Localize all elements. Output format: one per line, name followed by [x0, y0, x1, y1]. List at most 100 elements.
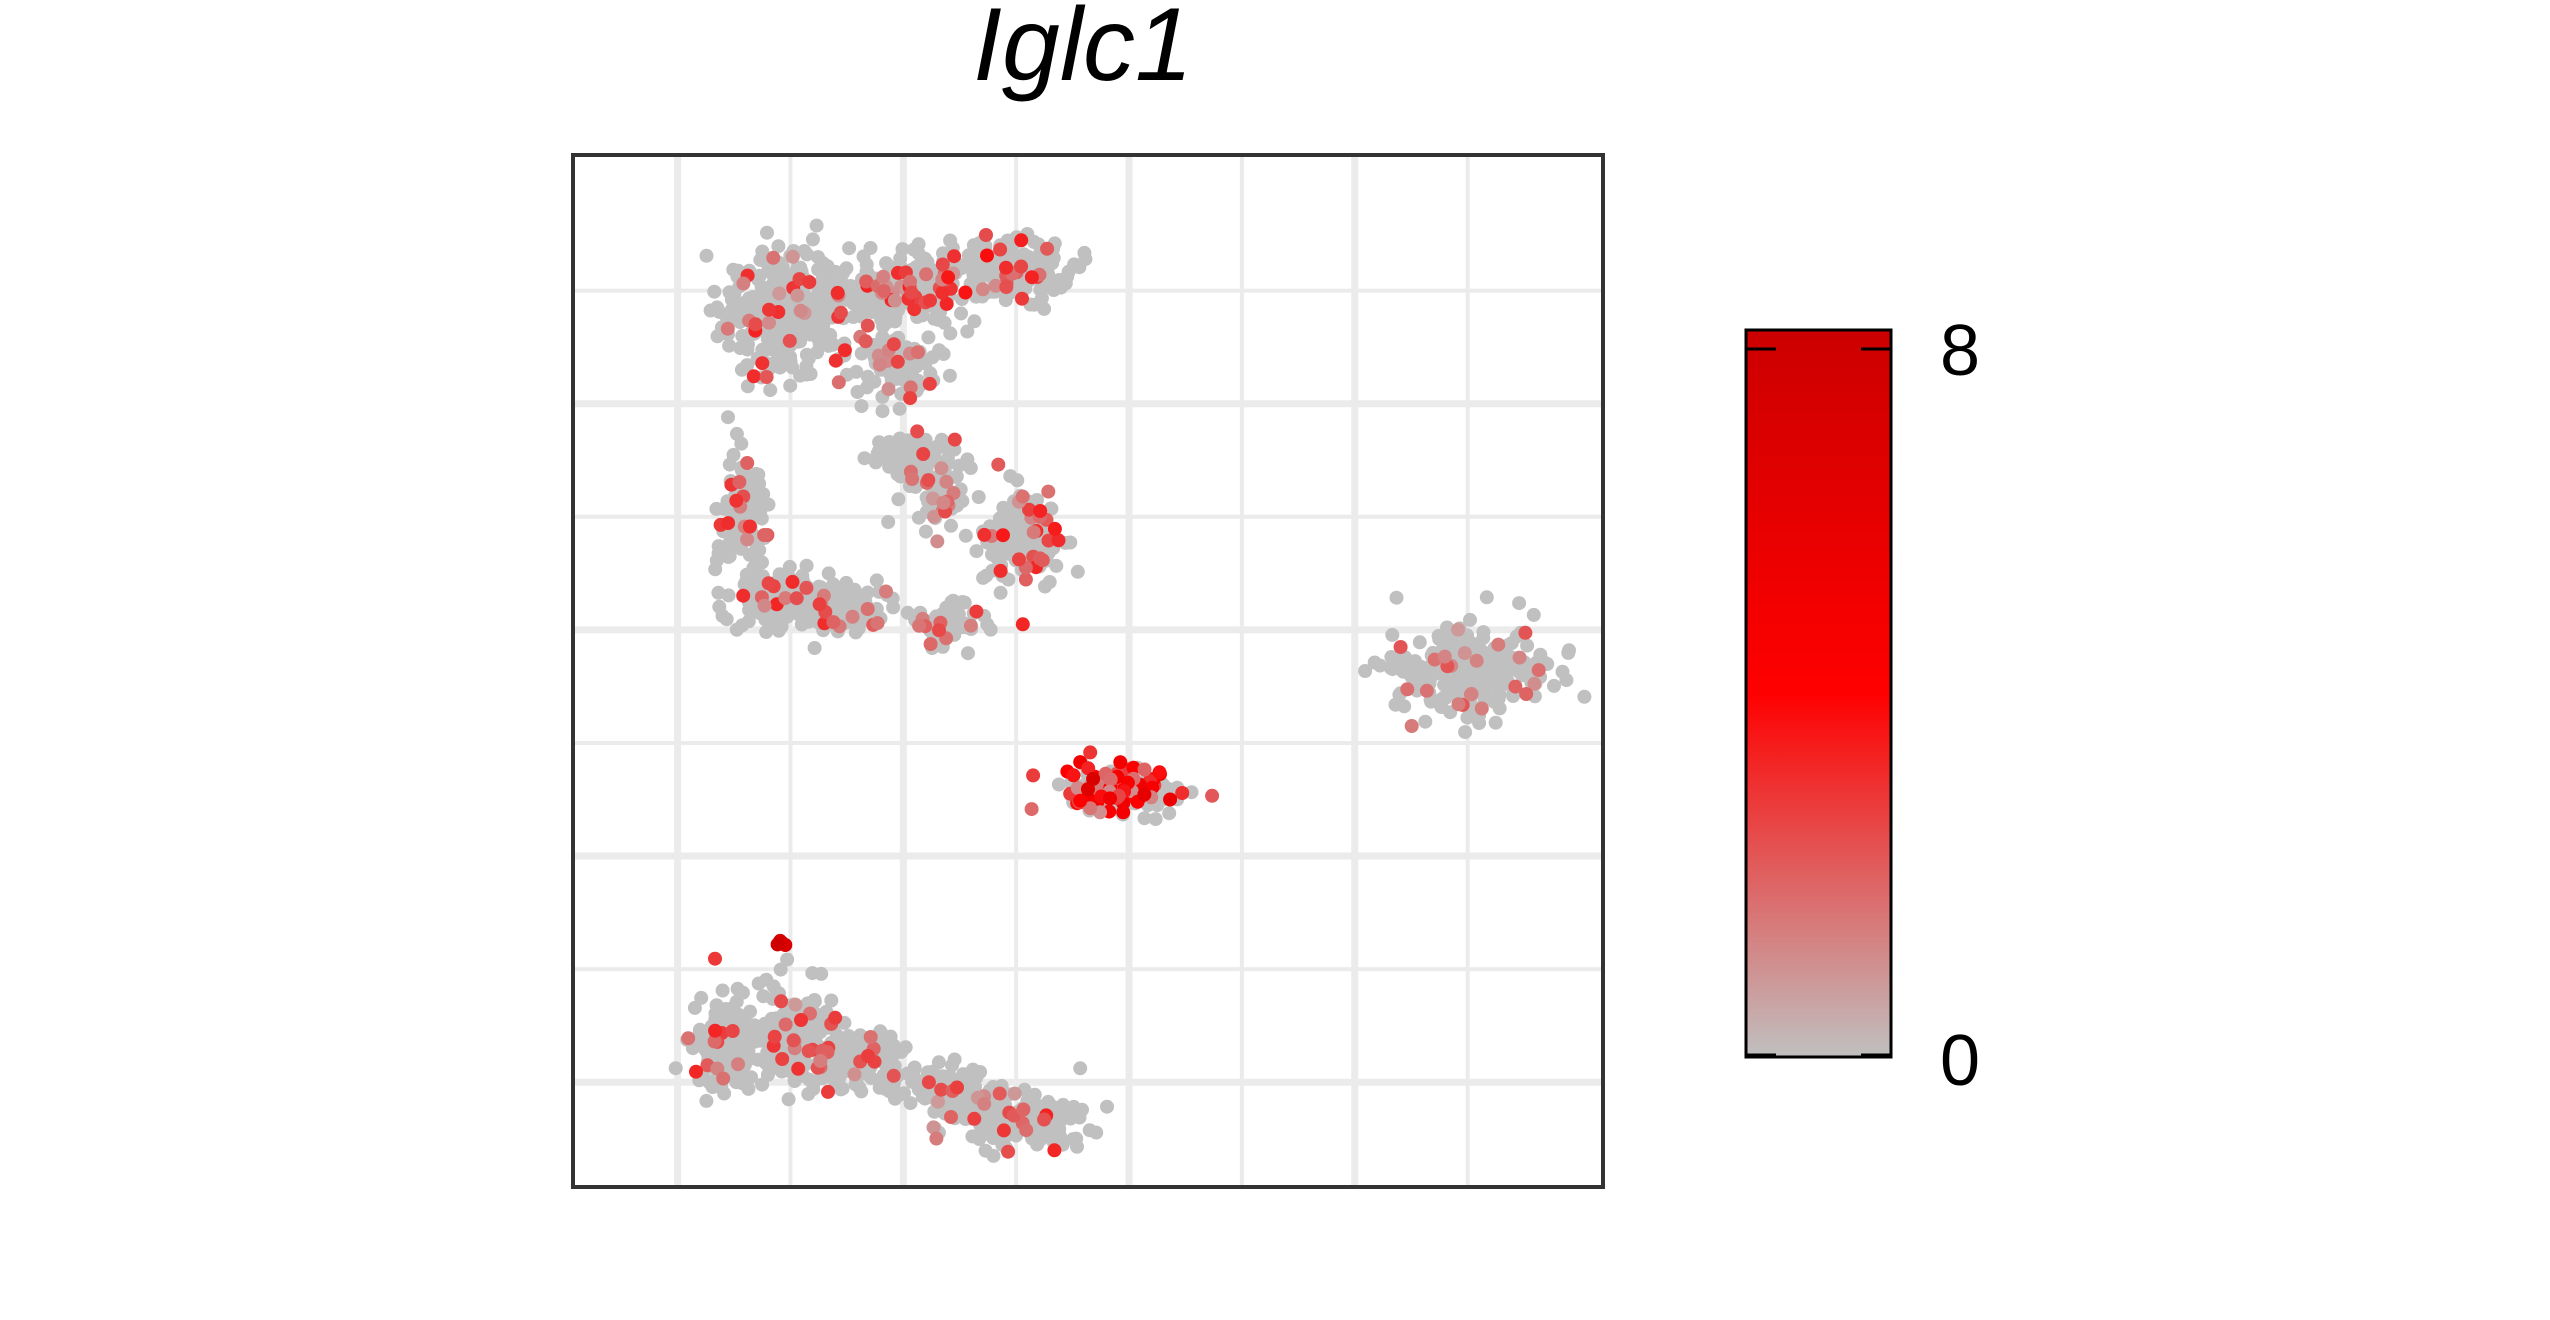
- scatter-point: [1419, 683, 1434, 698]
- scatter-point: [1070, 564, 1085, 579]
- scatter-point: [876, 269, 891, 284]
- scatter-point: [735, 985, 750, 1000]
- scatter-point: [910, 424, 925, 439]
- scatter-point: [926, 1120, 941, 1135]
- scatter-point: [762, 315, 776, 330]
- scatter-point: [992, 1086, 1007, 1101]
- scatter-point: [772, 567, 787, 582]
- scatter-point: [778, 266, 793, 281]
- scatter-point: [944, 518, 958, 533]
- scatter-point: [721, 550, 736, 564]
- scatter-point: [1072, 1110, 1087, 1125]
- scatter-point: [1035, 1128, 1049, 1143]
- scatter-point: [695, 1025, 710, 1040]
- scatter-point: [1014, 233, 1029, 248]
- scatter-point: [993, 242, 1008, 257]
- scatter-point: [757, 598, 772, 613]
- scatter-point: [823, 1067, 838, 1082]
- scatter-point: [755, 1077, 770, 1092]
- scatter-point: [826, 615, 841, 630]
- scatter-point: [987, 265, 1002, 280]
- scatter-point: [778, 591, 793, 606]
- scatter-point: [1205, 788, 1220, 803]
- scatter-point: [748, 290, 763, 305]
- scatter-point: [893, 251, 908, 266]
- scatter-point: [974, 266, 989, 281]
- scatter-point: [1373, 658, 1388, 673]
- scatter-point: [709, 501, 724, 516]
- scatter-point: [935, 285, 950, 300]
- scatter-point: [788, 997, 803, 1012]
- scatter-point: [886, 337, 901, 352]
- scatter-point: [681, 1031, 696, 1046]
- scatter-point: [1394, 650, 1409, 665]
- scatter-point: [872, 1080, 887, 1095]
- scatter-point: [759, 370, 774, 384]
- scatter-point: [1012, 552, 1026, 567]
- scatter-point: [1508, 679, 1523, 694]
- scatter-point: [872, 304, 886, 319]
- scatter-point: [712, 304, 727, 319]
- scatter-point: [761, 497, 776, 512]
- scatter-point: [912, 618, 927, 633]
- scatter-point: [739, 574, 754, 589]
- scatter-point: [1047, 1143, 1062, 1158]
- scatter-point: [888, 309, 903, 324]
- scatter-point: [702, 1075, 717, 1090]
- scatter-point: [711, 539, 726, 554]
- scatter-point: [1040, 255, 1055, 270]
- scatter-point: [872, 357, 887, 372]
- scatter-point: [911, 345, 925, 360]
- scatter-point: [957, 595, 972, 610]
- scatter-point: [991, 457, 1006, 472]
- scatter-point: [733, 341, 748, 356]
- scatter-point: [1520, 638, 1535, 653]
- scatter-point: [876, 319, 891, 334]
- scatter-point: [813, 1053, 828, 1068]
- scatter-point: [1397, 699, 1412, 714]
- scatter-point: [1061, 264, 1076, 279]
- scatter-point: [802, 1072, 817, 1087]
- scatter-point: [1066, 1132, 1081, 1147]
- scatter-point: [1024, 270, 1039, 285]
- scatter-point: [811, 331, 826, 346]
- scatter-point: [1015, 291, 1029, 306]
- scatter-point: [1072, 260, 1087, 275]
- scatter-point: [963, 461, 978, 475]
- scatter-point: [918, 524, 933, 539]
- scatter-point: [1527, 676, 1542, 691]
- scatter-point: [845, 609, 860, 624]
- scatter-point: [904, 285, 919, 300]
- scatter-point: [750, 497, 765, 512]
- scatter-point: [905, 472, 920, 486]
- scatter-point: [1073, 793, 1088, 808]
- scatter-point: [958, 285, 973, 300]
- scatter-point: [1073, 1061, 1088, 1076]
- scatter-point: [1047, 521, 1062, 536]
- scatter-point: [761, 576, 776, 591]
- scatter-point: [1041, 533, 1056, 548]
- scatter-point: [760, 225, 774, 240]
- scatter-point: [863, 1030, 878, 1044]
- scatter-point: [1037, 301, 1052, 316]
- scatter-point: [947, 432, 962, 447]
- scatter-point: [1126, 760, 1141, 775]
- scatter-point: [742, 519, 757, 534]
- scatter-point: [964, 251, 979, 266]
- scatter-point: [1081, 761, 1096, 776]
- scatter-point: [1007, 1086, 1022, 1101]
- scatter-point: [942, 368, 957, 383]
- scatter-point: [783, 317, 798, 332]
- scatter-point: [979, 568, 994, 583]
- scatter-point: [770, 937, 785, 952]
- scatter-point: [977, 1096, 992, 1111]
- scatter-point: [939, 296, 954, 311]
- scatter-point: [914, 356, 929, 370]
- scatter-point: [1014, 259, 1029, 274]
- scatter-point: [990, 551, 1005, 566]
- scatter-point: [694, 990, 709, 1005]
- scatter-point: [1019, 1123, 1034, 1138]
- scatter-point: [847, 1067, 862, 1082]
- scatter-point: [759, 972, 774, 987]
- scatter-point: [881, 382, 896, 397]
